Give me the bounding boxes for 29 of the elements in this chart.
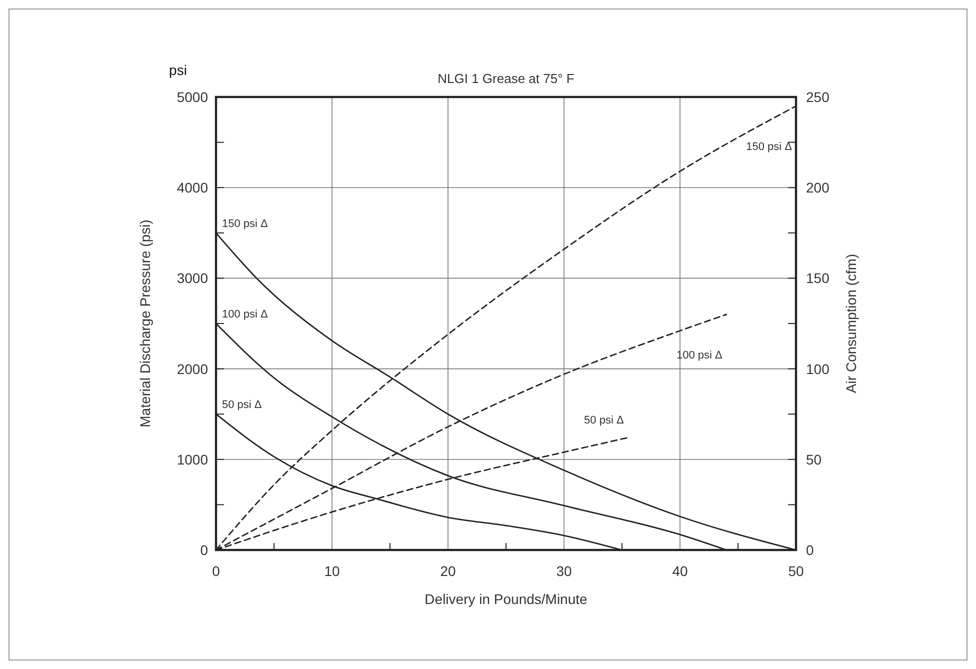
series-label: 150 psi Δ <box>746 141 793 154</box>
y-tick-label: 0 <box>200 542 208 558</box>
text: psi <box>169 62 187 78</box>
y2-tick-label: 250 <box>806 89 830 105</box>
x-tick-label: 20 <box>440 563 456 579</box>
x-axis-title: Delivery in Pounds/Minute <box>424 591 588 607</box>
x-tick-label: 0 <box>212 563 220 579</box>
y-tick-label: 5000 <box>176 89 208 105</box>
y-tick-label: 3000 <box>176 270 208 286</box>
x-tick-label: 10 <box>324 563 340 579</box>
series-label: 150 psi Δ <box>222 218 269 230</box>
y2-tick-label: 200 <box>806 180 830 196</box>
y2-tick-label: 50 <box>806 451 822 468</box>
y2-tick-label: 100 <box>806 360 830 377</box>
y2-axis-title: Air Consumption (cfm) <box>843 254 859 394</box>
x-tick-label: 50 <box>788 563 804 579</box>
y-axis-title: Material Discharge Pressure (psi) <box>137 220 153 428</box>
y-tick-label: 1000 <box>176 451 208 468</box>
series-label: 100 psi Δ <box>222 308 269 320</box>
y2-tick-label: 0 <box>806 542 814 558</box>
y-tick-label: 4000 <box>176 180 208 196</box>
chart-title: NLGI 1 Grease at 75° F <box>438 71 574 86</box>
x-tick-label: 30 <box>556 563 572 579</box>
y2-tick-label: 150 <box>806 270 830 286</box>
series-label: 100 psi Δ <box>676 349 724 362</box>
y-tick-label: 2000 <box>176 360 208 377</box>
series-label: 50 psi Δ <box>584 414 624 427</box>
x-tick-label: 40 <box>672 563 688 579</box>
series-label: 50 psi Δ <box>222 399 262 412</box>
